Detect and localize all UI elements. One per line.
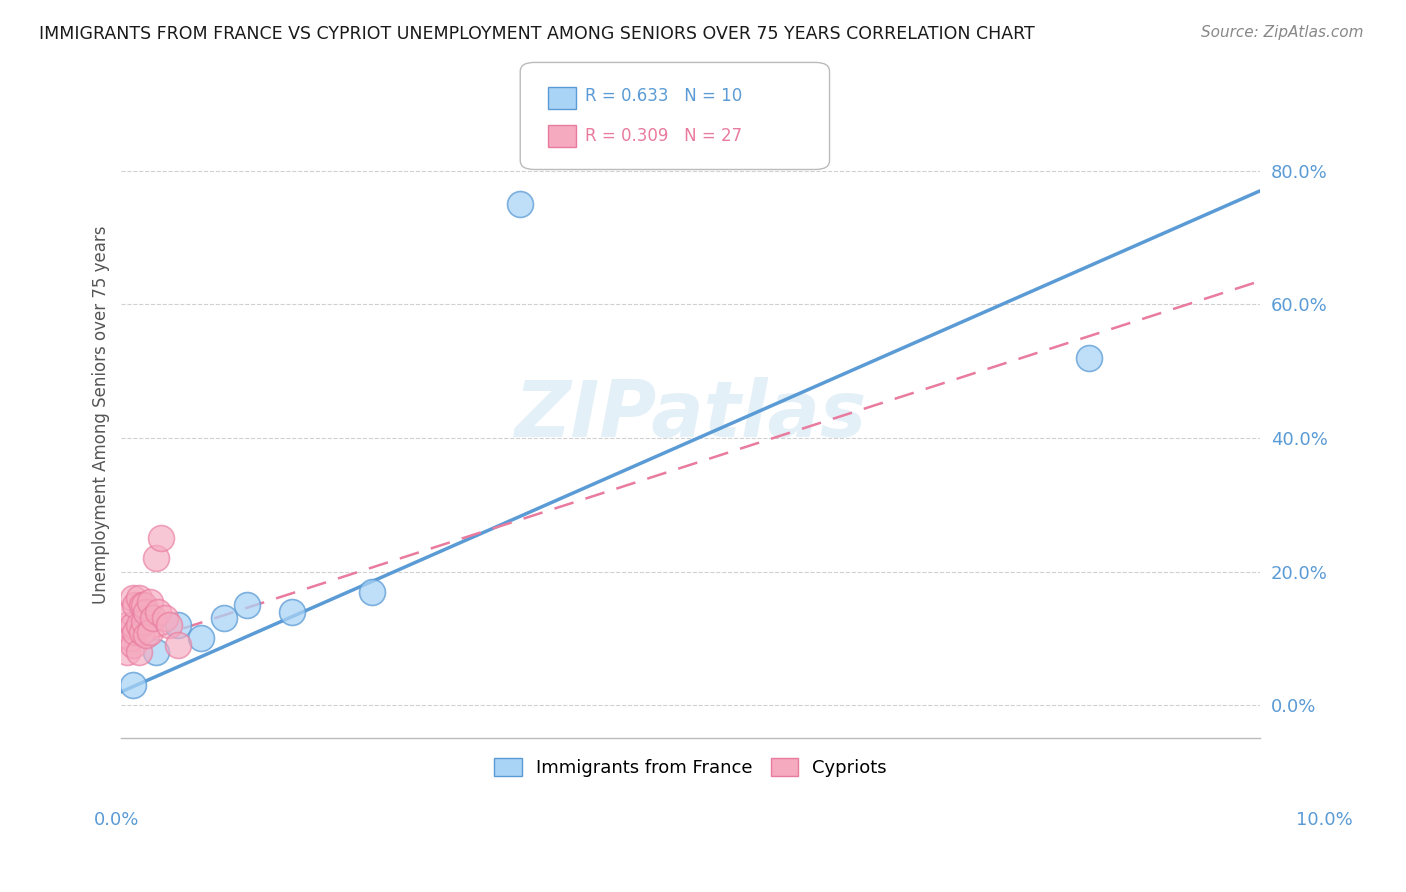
Point [128,618,150,632]
Point [121,638,143,652]
Point [157,618,180,632]
Point [145,551,167,566]
Point [142,611,165,625]
Point [235,598,257,612]
Point [509,197,531,211]
Point [128,591,150,606]
Point [145,645,167,659]
Text: Source: ZipAtlas.com: Source: ZipAtlas.com [1201,25,1364,40]
Y-axis label: Unemployment Among Seniors over 75 years: Unemployment Among Seniors over 75 years [93,226,110,604]
Text: R = 0.309   N = 27: R = 0.309 N = 27 [585,127,742,145]
Point [167,618,190,632]
Point [134,615,156,629]
Text: 10.0%: 10.0% [1296,811,1353,829]
Text: R = 0.633   N = 10: R = 0.633 N = 10 [585,87,742,105]
Point [120,605,142,619]
Point [1078,351,1101,365]
Point [135,605,157,619]
Point [212,611,235,625]
Point [131,598,153,612]
Point [281,605,304,619]
Point [124,624,146,639]
Point [139,624,162,639]
Point [121,591,143,606]
Point [120,632,142,646]
Point [124,598,146,612]
Point [150,531,173,545]
Text: ZIPatlas: ZIPatlas [515,376,866,452]
Point [360,584,382,599]
Point [134,598,156,612]
Point [153,611,176,625]
Point [115,618,138,632]
Point [128,645,150,659]
Point [121,618,143,632]
Point [131,624,153,639]
Point [167,638,190,652]
Text: 0.0%: 0.0% [94,811,139,829]
Text: IMMIGRANTS FROM FRANCE VS CYPRIOT UNEMPLOYMENT AMONG SENIORS OVER 75 YEARS CORRE: IMMIGRANTS FROM FRANCE VS CYPRIOT UNEMPL… [39,25,1035,43]
Point [135,628,157,642]
Legend: Immigrants from France, Cypriots: Immigrants from France, Cypriots [488,751,894,784]
Point [190,632,212,646]
Point [121,678,143,692]
Point [115,645,138,659]
Point [139,594,162,608]
Point [146,605,169,619]
